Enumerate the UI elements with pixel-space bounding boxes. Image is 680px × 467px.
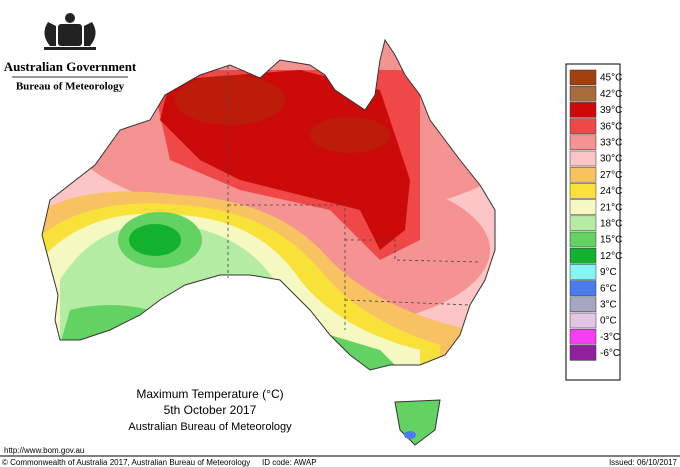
- legend-label: 6°C: [600, 283, 617, 294]
- map-date: 5th October 2017: [164, 403, 257, 417]
- state-borders: [227, 66, 481, 330]
- legend-label: 21°C: [600, 202, 622, 213]
- legend-swatch: [569, 134, 597, 151]
- footer-copyright: © Commonwealth of Australia 2017, Austra…: [2, 458, 250, 467]
- legend-swatch: [569, 85, 597, 102]
- tasmania-cold: [404, 431, 416, 439]
- legend-swatch: [569, 328, 597, 345]
- legend-label: 27°C: [600, 170, 622, 181]
- legend-swatch: [569, 118, 597, 134]
- legend-swatch: [569, 264, 597, 280]
- header-title: Australian Government: [4, 59, 137, 74]
- legend-label: 0°C: [600, 316, 617, 327]
- legend-label: 24°C: [600, 186, 622, 197]
- legend-label: 18°C: [600, 219, 622, 230]
- legend-swatch: [569, 345, 597, 361]
- footer-id-code: ID code: AWAP: [262, 458, 317, 467]
- legend-label: 39°C: [600, 105, 622, 116]
- legend-swatch: [569, 296, 597, 313]
- legend-label: -6°C: [600, 348, 620, 359]
- legend-label: 3°C: [600, 300, 617, 311]
- legend-swatch: [569, 231, 597, 248]
- footer-url: http://www.bom.gov.au: [4, 446, 84, 455]
- tasmania: [394, 399, 441, 446]
- coastline: [41, 38, 496, 371]
- legend-label: 42°C: [600, 89, 622, 100]
- legend-label: 9°C: [600, 267, 617, 278]
- legend-label: 45°C: [600, 73, 622, 84]
- footer-issued: Issued: 06/10/2017: [609, 458, 678, 467]
- legend-swatch: [569, 215, 597, 232]
- map-title: Maximum Temperature (°C): [136, 387, 283, 401]
- legend-label: 36°C: [600, 121, 622, 132]
- legend-label: 33°C: [600, 138, 622, 149]
- legend: 45°C 42°C 39°C 36°C 33°C 30°C 27°C 24°C 21°C 18°C…: [569, 69, 622, 361]
- legend-swatch: [569, 312, 597, 329]
- legend-label: 15°C: [600, 235, 622, 246]
- legend-swatch: [569, 166, 597, 183]
- map-source: Australian Bureau of Meteorology: [128, 421, 292, 433]
- legend-swatch: [569, 102, 597, 118]
- legend-swatch: [569, 247, 597, 264]
- legend-swatch: [569, 69, 597, 86]
- legend-swatch: [569, 280, 597, 296]
- legend-swatch: [569, 183, 597, 199]
- legend-label: 30°C: [600, 154, 622, 165]
- header-subtitle: Bureau of Meteorology: [16, 81, 125, 93]
- legend-label: -3°C: [600, 332, 620, 343]
- coat-of-arms: [44, 13, 96, 50]
- legend-label: 12°C: [600, 251, 622, 262]
- legend-swatch: [569, 150, 597, 167]
- legend-swatch: [569, 199, 597, 215]
